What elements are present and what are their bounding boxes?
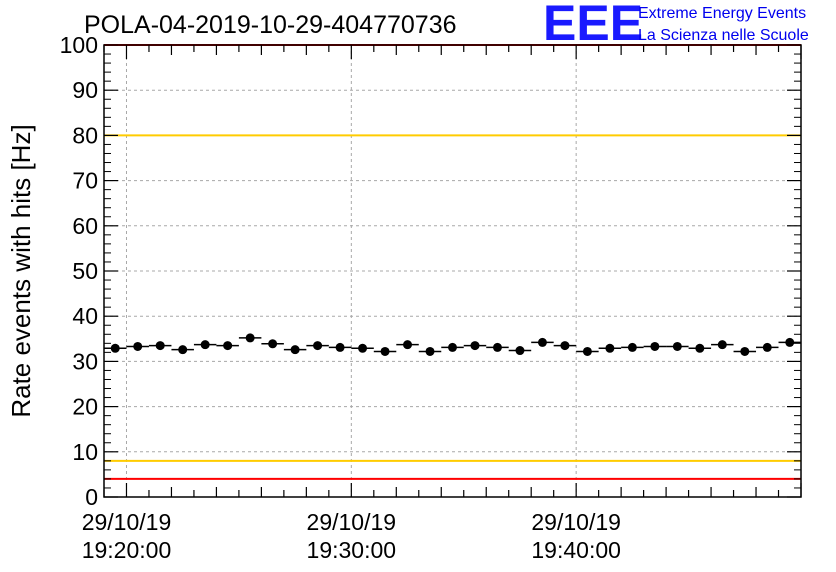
data-point: [313, 341, 323, 351]
y-tick-label: 30: [72, 348, 98, 374]
data-point: [515, 346, 525, 356]
data-point: [785, 337, 795, 347]
y-tick-label: 60: [72, 213, 98, 239]
data-point: [695, 343, 705, 353]
data-point: [717, 340, 727, 350]
axis-ticks: [103, 44, 802, 498]
data-point: [133, 341, 143, 351]
y-tick-label: 90: [72, 77, 98, 103]
y-tick-label: 70: [72, 168, 98, 194]
data-point: [425, 346, 435, 356]
data-point: [762, 342, 772, 352]
x-tick-label-time: 19:40:00: [531, 537, 621, 563]
x-tick-label-time: 19:30:00: [307, 537, 397, 563]
x-tick-label-date: 29/10/19: [531, 509, 621, 535]
y-axis-label: Rate events with hits [Hz]: [6, 124, 36, 417]
data-point: [605, 343, 615, 353]
eee-logo: EEE Extreme Energy Events La Scienza nel…: [543, 0, 809, 51]
data-point: [672, 341, 682, 351]
data-point: [627, 342, 637, 352]
reference-lines: [104, 44, 801, 480]
data-point: [403, 340, 413, 350]
y-tick-label: 0: [85, 484, 98, 510]
data-point: [335, 342, 345, 352]
x-tick-label-date: 29/10/19: [82, 509, 172, 535]
data-point: [155, 341, 165, 351]
y-tick-label: 20: [72, 394, 98, 420]
y-tick-label: 100: [60, 32, 98, 58]
data-point: [245, 333, 255, 343]
data-point: [110, 343, 120, 353]
chart-title: POLA-04-2019-10-29-404770736: [84, 11, 457, 39]
data-point: [200, 340, 210, 350]
y-tick-label: 10: [72, 439, 98, 465]
data-points: [104, 333, 801, 356]
data-point: [380, 346, 390, 356]
y-tick-label: 50: [72, 258, 98, 284]
y-tick-label: 80: [72, 122, 98, 148]
data-point: [492, 342, 502, 352]
eee-logo-line2: La Scienza nelle Scuole: [638, 27, 809, 44]
data-point: [178, 345, 188, 355]
data-point: [560, 341, 570, 351]
x-tick-label-date: 29/10/19: [307, 509, 397, 535]
grid: [104, 45, 801, 497]
data-point: [448, 342, 457, 352]
y-tick-label: 40: [72, 303, 98, 329]
data-point: [650, 341, 660, 351]
x-tick-labels: 29/10/1919:20:0029/10/1919:30:0029/10/19…: [82, 509, 621, 563]
y-tick-labels: 0 10 20 30 40 50 60 70 80 90 100: [60, 32, 98, 510]
data-point: [358, 343, 368, 353]
data-point: [582, 346, 592, 356]
x-tick-label-time: 19:20:00: [82, 537, 172, 563]
eee-logo-mark: EEE: [543, 0, 643, 51]
data-point: [537, 337, 547, 347]
data-point: [223, 341, 233, 351]
data-point: [268, 339, 278, 349]
eee-logo-line1: Extreme Energy Events: [638, 5, 806, 22]
data-point: [470, 341, 480, 351]
data-point: [290, 345, 300, 355]
data-point: [740, 346, 750, 356]
